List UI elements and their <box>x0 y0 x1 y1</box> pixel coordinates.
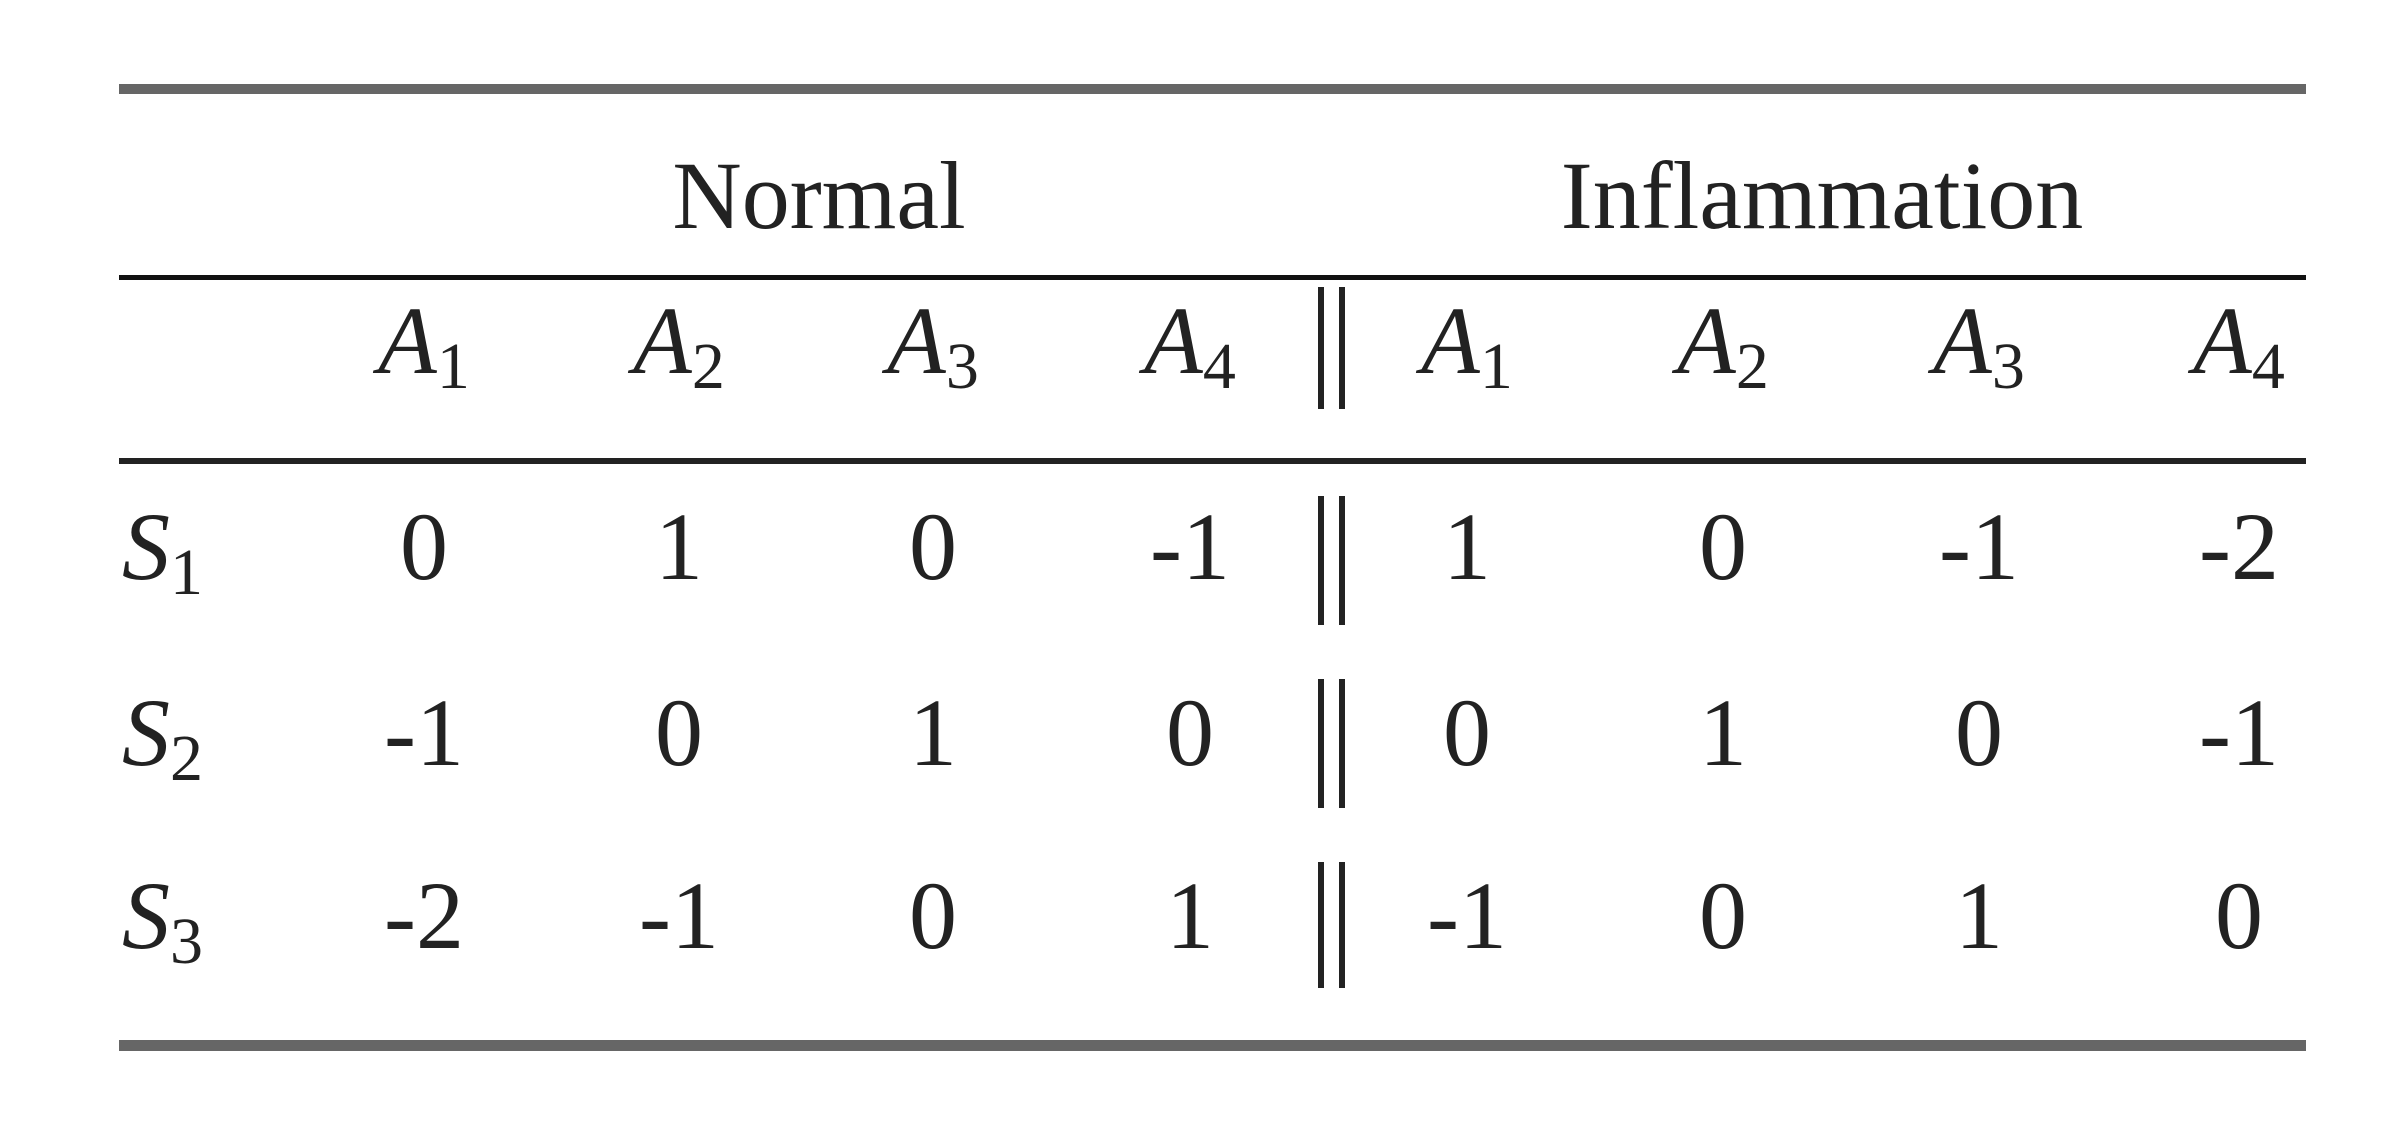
group-rule <box>119 275 2306 280</box>
column-header-sub: 1 <box>1480 330 1513 403</box>
row-label: S3 <box>122 862 203 978</box>
cell: -2 <box>2199 493 2279 600</box>
cell: 1 <box>1955 862 2003 969</box>
column-header: A4 <box>1138 287 1236 403</box>
cell: 0 <box>655 679 703 786</box>
cell: 0 <box>1166 679 1214 786</box>
cell: 0 <box>1699 493 1747 600</box>
cell: 0 <box>909 493 957 600</box>
column-header-sub: 2 <box>1736 330 1769 403</box>
column-header-sub: 2 <box>692 330 725 403</box>
column-header-base: A <box>1671 287 1736 394</box>
row-label-base: S <box>122 862 170 969</box>
column-header: A2 <box>627 287 725 403</box>
row-label-sub: 1 <box>170 536 203 609</box>
column-header-base: A <box>1138 287 1203 394</box>
column-header: A1 <box>372 287 470 403</box>
column-header-sub: 4 <box>2252 330 2285 403</box>
cell: 0 <box>1443 679 1491 786</box>
cell: -2 <box>384 862 464 969</box>
row-label-base: S <box>122 493 170 600</box>
column-header-base: A <box>1927 287 1992 394</box>
column-header: A3 <box>881 287 979 403</box>
group-header: Normal <box>672 142 965 249</box>
column-header-sub: 3 <box>1992 330 2025 403</box>
cell: 0 <box>2215 862 2263 969</box>
cell: 0 <box>1955 679 2003 786</box>
row-label-sub: 3 <box>170 905 203 978</box>
column-header: A1 <box>1415 287 1513 403</box>
column-header-base: A <box>1415 287 1480 394</box>
header-rule <box>119 458 2306 464</box>
row-label: S2 <box>122 679 203 795</box>
column-header-base: A <box>372 287 437 394</box>
group-header: Inflammation <box>1561 142 2084 249</box>
column-header: A2 <box>1671 287 1769 403</box>
cell: 1 <box>1699 679 1747 786</box>
cell: 1 <box>909 679 957 786</box>
cell: 1 <box>655 493 703 600</box>
row-label-base: S <box>122 679 170 786</box>
cell: -1 <box>1427 862 1507 969</box>
column-header-sub: 3 <box>946 330 979 403</box>
column-header-base: A <box>2187 287 2252 394</box>
column-header-base: A <box>627 287 692 394</box>
cell: -1 <box>1150 493 1230 600</box>
cell: 0 <box>909 862 957 969</box>
cell: 0 <box>1699 862 1747 969</box>
cell: -1 <box>1939 493 2019 600</box>
column-header: A4 <box>2187 287 2285 403</box>
column-header-sub: 4 <box>1203 330 1236 403</box>
bottom-rule <box>119 1040 2306 1051</box>
cell: 1 <box>1443 493 1491 600</box>
cell: 0 <box>400 493 448 600</box>
top-rule <box>119 84 2306 94</box>
cell: -1 <box>2199 679 2279 786</box>
row-label-sub: 2 <box>170 722 203 795</box>
row-label: S1 <box>122 493 203 609</box>
cell: 1 <box>1166 862 1214 969</box>
column-header-sub: 1 <box>437 330 470 403</box>
cell: -1 <box>639 862 719 969</box>
column-header-base: A <box>881 287 946 394</box>
cell: -1 <box>384 679 464 786</box>
column-header: A3 <box>1927 287 2025 403</box>
